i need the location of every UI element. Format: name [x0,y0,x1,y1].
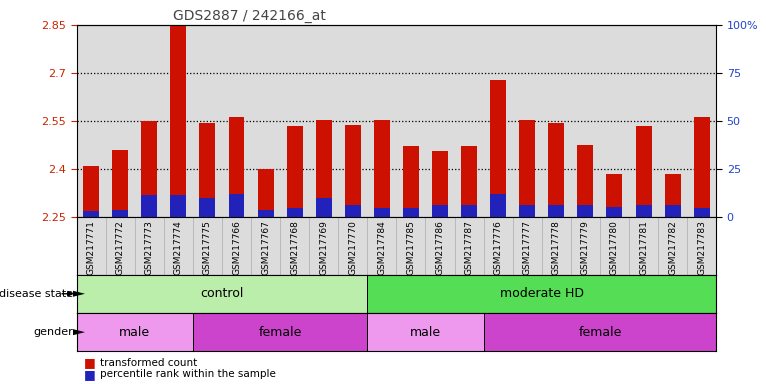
Bar [461,146,477,217]
Bar [112,150,128,217]
Text: GSM217768: GSM217768 [290,220,300,275]
Text: control: control [200,287,244,300]
Text: transformed count: transformed count [100,358,197,368]
Text: GSM217775: GSM217775 [203,220,212,275]
Text: male: male [119,326,150,339]
Bar [112,210,128,217]
Text: ■: ■ [84,356,96,369]
Bar [83,166,99,217]
Bar [461,205,477,217]
Bar [193,313,368,351]
Text: GSM217766: GSM217766 [232,220,241,275]
Bar [77,313,193,351]
Text: GSM217785: GSM217785 [407,220,415,275]
Bar [548,122,565,217]
Bar [607,174,623,217]
Bar [665,174,681,217]
Bar [199,122,215,217]
Text: GSM217773: GSM217773 [145,220,154,275]
Bar [490,80,506,217]
Text: GSM217778: GSM217778 [552,220,561,275]
Bar [636,205,652,217]
Text: ■: ■ [84,368,96,381]
Bar [432,205,448,217]
Text: GSM217776: GSM217776 [493,220,502,275]
Bar [432,151,448,217]
Bar [170,23,186,217]
Text: GSM217767: GSM217767 [261,220,270,275]
Bar [257,210,273,217]
Bar [665,205,681,217]
Bar [694,117,709,217]
Bar [83,211,99,217]
Text: GSM217781: GSM217781 [639,220,648,275]
Text: GSM217772: GSM217772 [116,220,125,275]
Bar [490,194,506,217]
Bar [578,145,594,217]
Text: GSM217769: GSM217769 [319,220,328,275]
Text: GSM217777: GSM217777 [522,220,532,275]
Polygon shape [73,329,85,335]
Text: GSM217782: GSM217782 [668,220,677,275]
Bar [374,120,390,217]
Bar [403,146,419,217]
Bar [199,199,215,217]
Bar [519,205,535,217]
Bar [636,126,652,217]
Bar [316,120,332,217]
Bar [548,205,565,217]
Bar [403,208,419,217]
Text: GSM217784: GSM217784 [378,220,386,275]
Text: GSM217774: GSM217774 [174,220,183,275]
Bar [694,208,709,217]
Bar [286,126,303,217]
Bar [141,121,157,217]
Bar [374,208,390,217]
Bar [345,205,361,217]
Text: GSM217780: GSM217780 [610,220,619,275]
Bar [578,205,594,217]
Text: GSM217770: GSM217770 [349,220,357,275]
Text: disease state: disease state [0,289,73,299]
Bar [141,195,157,217]
Text: GSM217783: GSM217783 [697,220,706,275]
Bar [368,275,716,313]
Text: GSM217779: GSM217779 [581,220,590,275]
Text: GSM217771: GSM217771 [87,220,96,275]
Bar [170,195,186,217]
Text: percentile rank within the sample: percentile rank within the sample [100,369,276,379]
Bar [368,313,483,351]
Bar [228,194,244,217]
Bar [257,169,273,217]
Bar [316,199,332,217]
Text: moderate HD: moderate HD [499,287,584,300]
Bar [519,120,535,217]
Text: female: female [578,326,621,339]
Text: male: male [410,326,441,339]
Text: GSM217787: GSM217787 [465,220,473,275]
Bar [77,275,368,313]
Bar [228,117,244,217]
Text: female: female [258,326,302,339]
Text: gender: gender [33,327,73,337]
Bar [286,208,303,217]
Text: GSM217786: GSM217786 [436,220,444,275]
Bar [345,125,361,217]
Text: GDS2887 / 242166_at: GDS2887 / 242166_at [172,8,326,23]
Polygon shape [73,291,85,297]
Bar [607,207,623,217]
Bar [483,313,716,351]
